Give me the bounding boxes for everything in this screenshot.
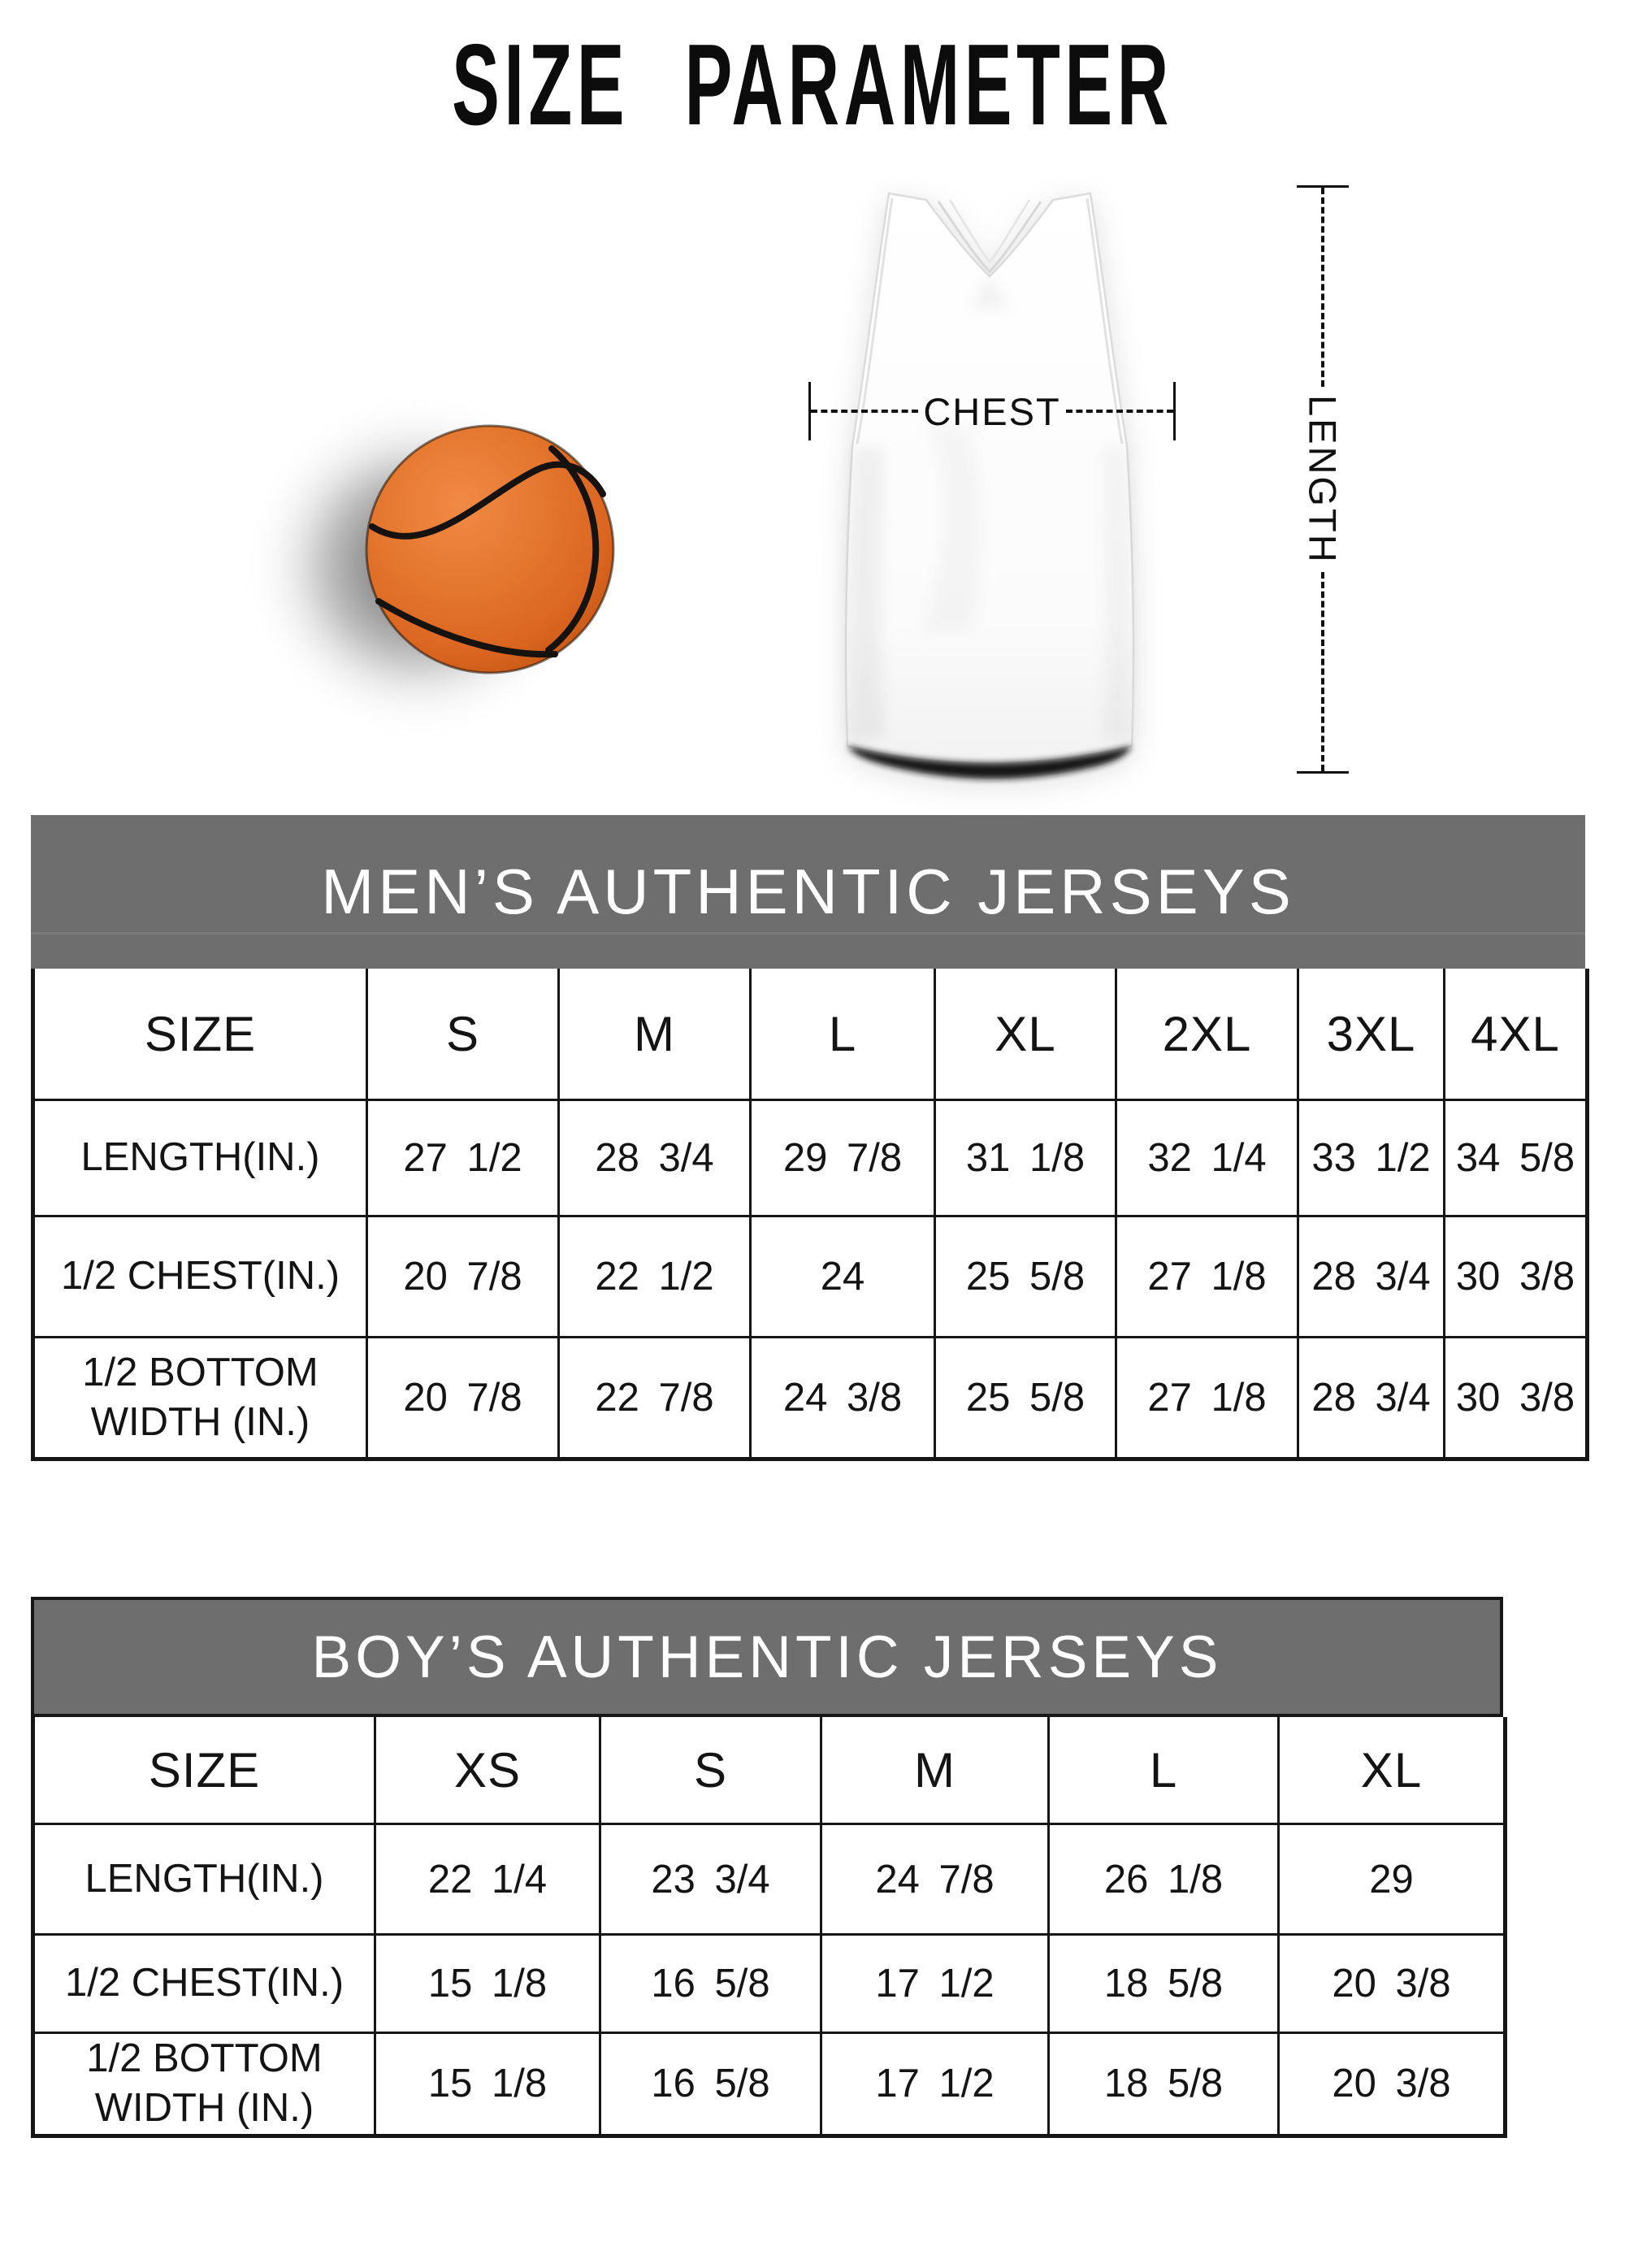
- table-row: LENGTH(IN.) 22 1/4 23 3/4 24 7/8 26 1/8 …: [32, 1823, 1506, 1936]
- table-row: 1/2 BOTTOM WIDTH (IN.) 15 1/8 16 5/8 17 …: [32, 2032, 1506, 2137]
- hem-shadow: [847, 746, 1132, 779]
- length-measure-line: LENGTH: [1294, 185, 1352, 774]
- mens-table-title-band: MEN’S AUTHENTIC JERSEYS: [31, 815, 1585, 969]
- dashed-line-right: [1065, 410, 1174, 413]
- value-cell: 25 5/8: [934, 1336, 1117, 1460]
- column-header-cell: M: [557, 969, 752, 1101]
- value-cell: 20 7/8: [366, 1336, 560, 1460]
- value-cell: 17 1/2: [820, 1933, 1050, 2034]
- row-label-cell: LENGTH(IN.): [32, 1099, 368, 1217]
- boys-size-table: SIZE XS S M L XL LENGTH(IN.) 22 1/4 23 3…: [31, 1717, 1507, 2138]
- table-header-row: SIZE S M L XL 2XL 3XL 4XL: [32, 969, 1588, 1101]
- row-label-cell: 1/2 BOTTOM WIDTH (IN.): [32, 2032, 376, 2137]
- row-label-cell: LENGTH(IN.): [32, 1823, 376, 1936]
- value-cell: 24: [749, 1215, 936, 1338]
- table-row: 1/2 BOTTOM WIDTH (IN.) 20 7/8 22 7/8 24 …: [32, 1336, 1588, 1460]
- jersey-icon: [844, 192, 1135, 779]
- value-cell: 26 1/8: [1047, 1823, 1280, 1936]
- value-cell: 27 1/2: [366, 1099, 560, 1217]
- column-header-cell: S: [599, 1717, 822, 1825]
- column-header-cell: XL: [1277, 1717, 1506, 1825]
- ball-body: [365, 424, 615, 674]
- mens-table-title: MEN’S AUTHENTIC JERSEYS: [321, 856, 1295, 927]
- column-header-cell: L: [1047, 1717, 1280, 1825]
- band-divider-line: [31, 932, 1585, 935]
- value-cell: 20 3/8: [1277, 2032, 1506, 2137]
- chest-measure-line: CHEST: [808, 380, 1176, 442]
- value-cell: 28 3/4: [557, 1099, 752, 1217]
- value-cell: 27 1/8: [1115, 1336, 1299, 1460]
- measure-tick-bottom: [1297, 771, 1349, 774]
- column-header-cell: L: [749, 969, 936, 1101]
- value-cell: 24 3/8: [749, 1336, 936, 1460]
- value-cell: 29: [1277, 1823, 1506, 1936]
- column-header-cell: 3XL: [1297, 969, 1445, 1101]
- value-cell: 18 5/8: [1047, 1933, 1280, 2034]
- table-row: 1/2 CHEST(IN.) 20 7/8 22 1/2 24 25 5/8 2…: [32, 1215, 1588, 1338]
- basketball-icon: [365, 424, 615, 674]
- column-header-cell: SIZE: [32, 969, 368, 1101]
- dashed-line-bottom: [1321, 572, 1324, 772]
- column-header-cell: S: [366, 969, 560, 1101]
- measure-tick-right: [1173, 382, 1176, 440]
- column-header-cell: 2XL: [1115, 969, 1299, 1101]
- value-cell: 22 1/2: [557, 1215, 752, 1338]
- chest-label: CHEST: [923, 389, 1061, 433]
- value-cell: 23 3/4: [599, 1823, 822, 1936]
- row-label-cell: 1/2 CHEST(IN.): [32, 1215, 368, 1338]
- measure-tick-left: [808, 382, 811, 440]
- value-cell: 15 1/8: [374, 1933, 601, 2034]
- value-cell: 27 1/8: [1115, 1215, 1299, 1338]
- boys-table-title: BOY’S AUTHENTIC JERSEYS: [311, 1624, 1223, 1690]
- value-cell: 33 1/2: [1297, 1099, 1445, 1217]
- row-label-cell: 1/2 CHEST(IN.): [32, 1933, 376, 2034]
- column-header-cell: XS: [374, 1717, 601, 1825]
- value-cell: 25 5/8: [934, 1215, 1117, 1338]
- page-title: SIZE PARAMETER: [452, 20, 1173, 150]
- value-cell: 34 5/8: [1443, 1099, 1588, 1217]
- value-cell: 30 3/8: [1443, 1215, 1588, 1338]
- measure-tick-top: [1297, 185, 1349, 188]
- column-header-cell: 4XL: [1443, 969, 1588, 1101]
- ball-seams: [369, 445, 606, 658]
- dashed-line-top: [1321, 188, 1324, 387]
- boys-table-title-band: BOY’S AUTHENTIC JERSEYS: [31, 1597, 1503, 1717]
- value-cell: 24 7/8: [820, 1823, 1050, 1936]
- column-header-cell: SIZE: [32, 1717, 376, 1825]
- value-cell: 28 3/4: [1297, 1215, 1445, 1338]
- column-header-cell: XL: [934, 969, 1117, 1101]
- value-cell: 30 3/8: [1443, 1336, 1588, 1460]
- row-label-cell: 1/2 BOTTOM WIDTH (IN.): [32, 1336, 368, 1460]
- dashed-line-left: [811, 410, 919, 413]
- value-cell: 29 7/8: [749, 1099, 936, 1217]
- value-cell: 32 1/4: [1115, 1099, 1299, 1217]
- mens-size-table: SIZE S M L XL 2XL 3XL 4XL LENGTH(IN.) 27…: [31, 969, 1589, 1461]
- column-header-cell: M: [820, 1717, 1050, 1825]
- value-cell: 22 7/8: [557, 1336, 752, 1460]
- table-row: 1/2 CHEST(IN.) 15 1/8 16 5/8 17 1/2 18 5…: [32, 1933, 1506, 2034]
- value-cell: 20 7/8: [366, 1215, 560, 1338]
- value-cell: 22 1/4: [374, 1823, 601, 1936]
- value-cell: 16 5/8: [599, 2032, 822, 2137]
- value-cell: 17 1/2: [820, 2032, 1050, 2137]
- value-cell: 16 5/8: [599, 1933, 822, 2034]
- table-header-row: SIZE XS S M L XL: [32, 1717, 1506, 1825]
- table-row: LENGTH(IN.) 27 1/2 28 3/4 29 7/8 31 1/8 …: [32, 1099, 1588, 1217]
- value-cell: 28 3/4: [1297, 1336, 1445, 1460]
- value-cell: 15 1/8: [374, 2032, 601, 2137]
- value-cell: 18 5/8: [1047, 2032, 1280, 2137]
- neck-trim: [937, 201, 1042, 274]
- length-label: LENGTH: [1301, 394, 1345, 565]
- value-cell: 20 3/8: [1277, 1933, 1506, 2034]
- value-cell: 31 1/8: [934, 1099, 1117, 1217]
